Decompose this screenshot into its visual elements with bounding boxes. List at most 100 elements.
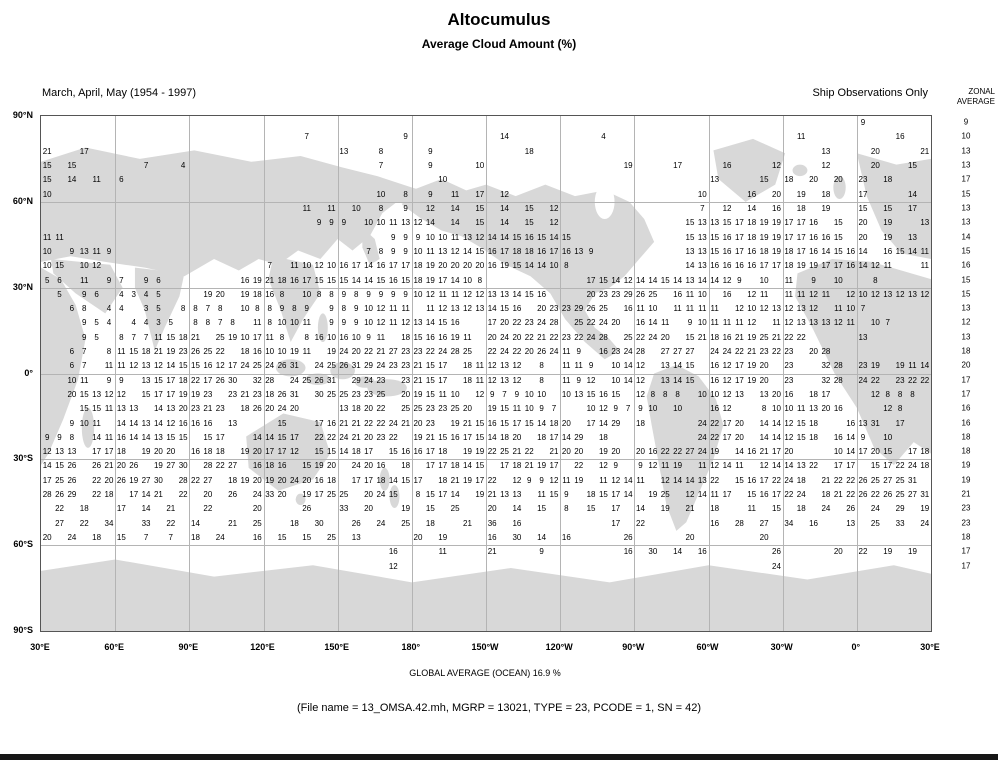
grid-value: 14	[425, 218, 435, 228]
grid-value: 20	[487, 504, 497, 514]
grid-value: 21	[240, 389, 250, 399]
grid-value: 10	[784, 404, 794, 414]
grid-value: 24	[265, 361, 275, 371]
grid-value: 10	[327, 332, 336, 342]
grid-value: 18	[512, 246, 522, 256]
grid-value: 11	[253, 318, 262, 328]
grid-value: 4	[180, 161, 186, 171]
grid-value: 17	[475, 475, 485, 485]
grid-value: 15	[722, 218, 732, 228]
grid-value: 6	[69, 361, 75, 371]
grid-value: 13	[660, 361, 670, 371]
grid-value: 25	[327, 490, 336, 500]
grid-value: 11	[772, 318, 781, 328]
grid-value: 22	[636, 518, 645, 528]
grid-value: 15	[401, 475, 411, 485]
grid-value: 13	[141, 418, 151, 428]
grid-value: 20	[401, 389, 411, 399]
grid-value: 16	[450, 318, 460, 328]
grid-value: 16	[376, 261, 386, 271]
grid-value: 20	[561, 447, 571, 457]
grid-value: 8	[378, 146, 384, 156]
grid-value: 27	[673, 347, 683, 357]
grid-value: 5	[94, 332, 99, 342]
grid-value: 20	[463, 404, 472, 414]
grid-value: 8	[106, 347, 112, 357]
grid-value: 17	[104, 447, 114, 457]
grid-value: 17	[388, 261, 398, 271]
grid-value: 13	[710, 218, 720, 228]
grid-value: 10	[277, 318, 287, 328]
page-subtitle: Average Cloud Amount (%)	[421, 37, 577, 51]
grid-value: 26	[215, 375, 225, 385]
grid-value: 6	[94, 289, 99, 299]
grid-value: 9	[539, 547, 544, 557]
grid-value: 22	[574, 332, 584, 342]
grid-value: 7	[378, 161, 384, 171]
grid-value: 21	[450, 475, 460, 485]
grid-value: 9	[341, 289, 347, 299]
grid-value: 19	[166, 347, 176, 357]
grid-value: 17	[759, 475, 769, 485]
grid-value: 16	[747, 261, 757, 271]
grid-value: 13	[697, 246, 707, 256]
grid-value: 17	[611, 490, 621, 500]
grid-value: 20	[574, 447, 584, 457]
grid-value: 14	[487, 432, 497, 442]
grid-value: 18	[265, 461, 275, 471]
grid-value: 18	[586, 490, 596, 500]
grid-value: 18	[450, 461, 460, 471]
grid-value: 15	[685, 232, 695, 242]
zonal-average-value: 17	[961, 389, 971, 399]
grid-value: 19	[809, 261, 819, 271]
grid-value: 13	[697, 218, 707, 228]
grid-value: 15	[388, 490, 398, 500]
grid-value: 16	[487, 418, 497, 428]
grid-value: 10	[351, 332, 361, 342]
grid-value: 30	[153, 475, 163, 485]
grid-value: 16	[252, 461, 262, 471]
grid-value: 14	[623, 490, 633, 500]
grid-value: 9	[106, 246, 112, 256]
grid-value: 17	[772, 447, 781, 457]
grid-value: 14	[908, 189, 917, 199]
grid-value: 17	[734, 361, 744, 371]
grid-value: 10	[759, 275, 769, 285]
grid-value: 16	[277, 461, 287, 471]
grid-value: 18	[747, 218, 757, 228]
grid-value: 12	[500, 189, 509, 199]
grid-value: 10	[327, 261, 336, 271]
source-label: Ship Observations Only	[812, 87, 928, 99]
grid-value: 14	[450, 218, 460, 228]
grid-value: 22	[215, 347, 225, 357]
grid-value: 14	[636, 275, 645, 285]
grid-value: 30	[314, 389, 324, 399]
grid-value: 14	[636, 504, 645, 514]
grid-value: 20	[500, 318, 509, 328]
latitude-tick-label: 30°N	[12, 281, 33, 292]
grid-value: 10	[376, 189, 386, 199]
grid-value: 15	[586, 389, 596, 399]
grid-value: 18	[883, 175, 893, 185]
grid-value: 20	[215, 289, 225, 299]
grid-value: 16	[710, 404, 720, 414]
grid-value: 18	[277, 275, 287, 285]
grid-value: 20	[153, 447, 163, 457]
grid-value: 15	[388, 447, 398, 457]
grid-value: 4	[106, 304, 112, 314]
grid-value: 23	[388, 361, 398, 371]
grid-line-horizontal	[41, 373, 931, 375]
grid-value: 8	[873, 275, 878, 285]
grid-value: 10	[413, 289, 423, 299]
grid-value: 13	[858, 332, 868, 342]
grid-value: 22	[920, 375, 930, 385]
grid-value: 19	[450, 332, 460, 342]
grid-value: 13	[796, 304, 806, 314]
grid-value: 24	[289, 375, 299, 385]
grid-value: 23	[425, 404, 435, 414]
grid-value: 21	[203, 404, 213, 414]
grid-value: 12	[42, 447, 52, 457]
grid-value: 18	[784, 261, 794, 271]
grid-value: 20	[772, 189, 781, 199]
grid-value: 15	[500, 404, 509, 414]
